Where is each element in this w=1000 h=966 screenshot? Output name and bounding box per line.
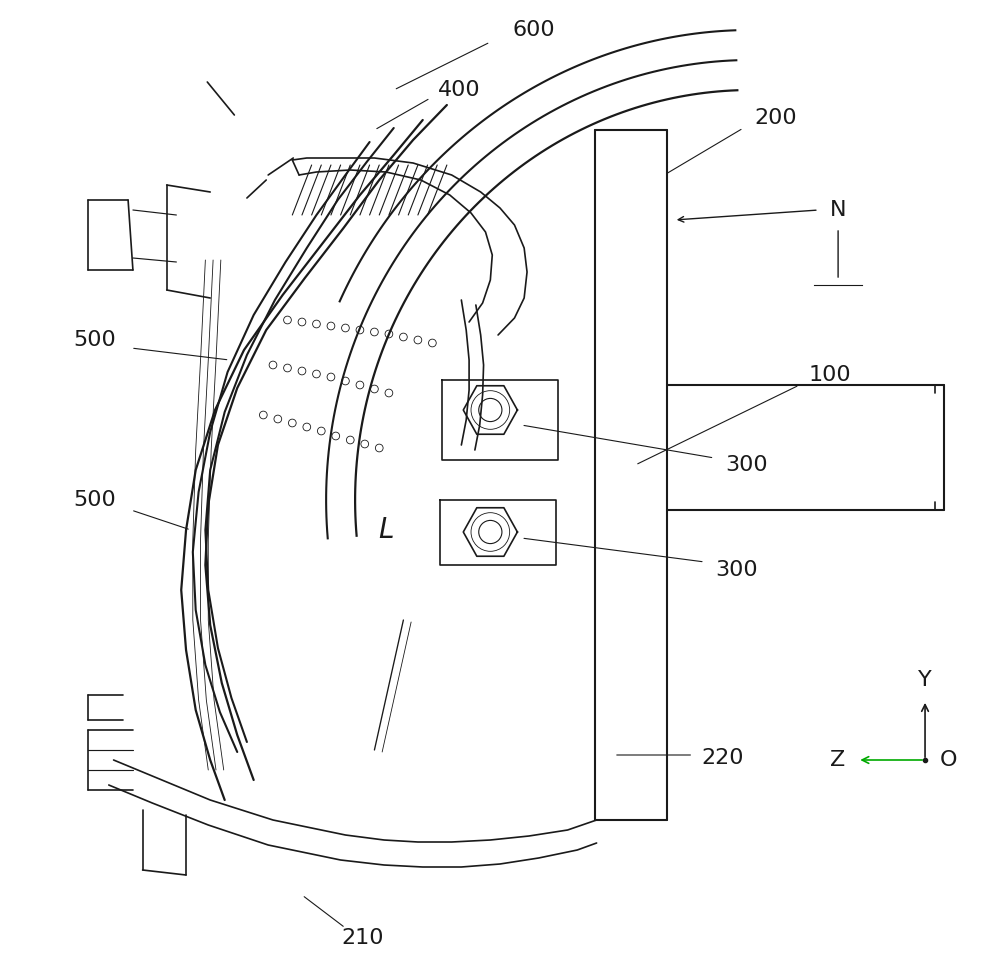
- Text: Y: Y: [918, 670, 932, 690]
- Text: N: N: [830, 200, 846, 220]
- Text: 220: 220: [701, 748, 743, 768]
- Text: Z: Z: [830, 750, 846, 770]
- Text: 200: 200: [754, 108, 797, 128]
- Text: 500: 500: [73, 330, 116, 350]
- Text: 100: 100: [809, 365, 852, 385]
- Text: 600: 600: [512, 20, 555, 40]
- Text: L: L: [378, 516, 394, 544]
- Text: 400: 400: [438, 80, 481, 100]
- Text: 300: 300: [715, 560, 758, 580]
- Text: O: O: [940, 750, 957, 770]
- Text: 300: 300: [725, 455, 768, 475]
- Text: 210: 210: [342, 928, 384, 948]
- Text: 500: 500: [73, 490, 116, 510]
